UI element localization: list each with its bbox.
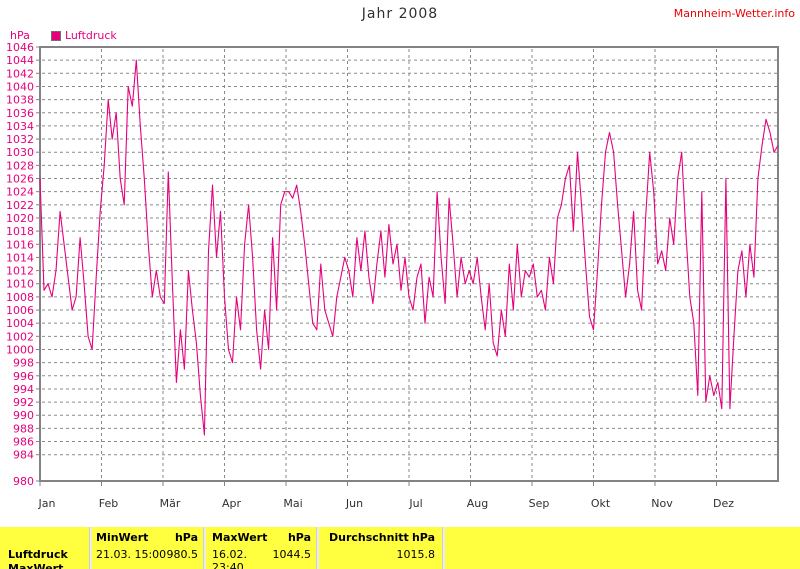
svg-text:1000: 1000	[6, 343, 34, 356]
svg-text:1014: 1014	[6, 251, 34, 264]
footer-durchschnitt-column: Durchschnitt hPa 1015.8	[319, 527, 442, 569]
svg-text:1018: 1018	[6, 225, 34, 238]
footer-divider	[442, 527, 445, 569]
svg-text:1034: 1034	[6, 120, 34, 133]
svg-text:Jul: Jul	[408, 497, 422, 510]
svg-text:Aug: Aug	[467, 497, 488, 510]
maxwert-value: 1044.5	[272, 548, 312, 561]
svg-text:1030: 1030	[6, 146, 34, 159]
svg-text:1010: 1010	[6, 278, 34, 291]
svg-text:Feb: Feb	[99, 497, 118, 510]
maxwert-header: MaxWert	[212, 531, 268, 544]
footer-series-column: Luftdruck MaxWert	[0, 527, 89, 569]
svg-text:1032: 1032	[6, 133, 34, 146]
svg-text:1006: 1006	[6, 304, 34, 317]
y-axis-unit-label: hPa	[10, 29, 30, 42]
legend: Luftdruck	[51, 29, 117, 42]
svg-text:984: 984	[13, 449, 34, 462]
svg-text:Dez: Dez	[713, 497, 734, 510]
svg-text:Apr: Apr	[222, 497, 242, 510]
svg-text:996: 996	[13, 370, 34, 383]
svg-text:1022: 1022	[6, 199, 34, 212]
svg-text:Sep: Sep	[529, 497, 550, 510]
svg-text:1044: 1044	[6, 54, 34, 67]
footer-minwert-column: MinWert hPa 21.03. 15:00 980.5	[92, 527, 203, 569]
durchschnitt-value: 1015.8	[396, 548, 436, 561]
svg-text:Okt: Okt	[591, 497, 611, 510]
footer-divider	[203, 527, 206, 569]
footer-divider	[316, 527, 319, 569]
svg-text:1004: 1004	[6, 317, 34, 330]
legend-series-label: Luftdruck	[65, 29, 117, 42]
durchschnitt-header: Durchschnitt	[329, 531, 409, 544]
svg-text:1016: 1016	[6, 238, 34, 251]
luftdruck-series	[39, 59, 779, 436]
svg-text:Nov: Nov	[651, 497, 673, 510]
svg-text:1024: 1024	[6, 186, 34, 199]
svg-text:1042: 1042	[6, 67, 34, 80]
footer-maxwert-column: MaxWert hPa 16.02. 23:40 1044.5	[206, 527, 316, 569]
svg-text:1046: 1046	[6, 41, 34, 54]
durchschnitt-unit: hPa	[411, 531, 435, 544]
svg-text:994: 994	[13, 383, 34, 396]
svg-text:1038: 1038	[6, 94, 34, 107]
svg-text:1026: 1026	[6, 173, 34, 186]
minwert-unit: hPa	[174, 531, 198, 544]
maxwert-datetime: 16.02. 23:40	[212, 548, 247, 569]
svg-text:1012: 1012	[6, 265, 34, 278]
svg-text:990: 990	[13, 409, 34, 422]
pressure-line-chart: 1046104410421040103810361034103210301028…	[6, 41, 779, 510]
svg-text:1028: 1028	[6, 159, 34, 172]
footer-divider	[89, 527, 92, 569]
svg-text:986: 986	[13, 436, 34, 449]
svg-text:Mai: Mai	[283, 497, 302, 510]
plot-frame	[39, 46, 779, 482]
svg-text:988: 988	[13, 422, 34, 435]
minwert-header: MinWert	[96, 531, 149, 544]
svg-text:980: 980	[13, 475, 34, 488]
svg-text:Mär: Mär	[160, 497, 181, 510]
footer-empty-area	[445, 527, 800, 569]
svg-text:1040: 1040	[6, 80, 34, 93]
legend-swatch-icon	[51, 30, 61, 41]
svg-text:Jan: Jan	[38, 497, 56, 510]
gridlines	[42, 49, 777, 480]
svg-text:992: 992	[13, 396, 34, 409]
footer-partial-next-row-label: MaxWert	[8, 562, 64, 569]
svg-text:Jun: Jun	[345, 497, 363, 510]
page-title: Jahr 2008	[361, 6, 439, 22]
luftdruck-line	[39, 59, 779, 436]
svg-text:1020: 1020	[6, 212, 34, 225]
minwert-datetime: 21.03. 15:00	[96, 548, 167, 561]
svg-text:1002: 1002	[6, 330, 34, 343]
svg-text:1036: 1036	[6, 107, 34, 120]
axis-labels: 1046104410421040103810361034103210301028…	[6, 41, 734, 510]
svg-text:998: 998	[13, 357, 34, 370]
watermark-link[interactable]: Mannheim-Wetter.info	[673, 7, 795, 20]
svg-text:1008: 1008	[6, 291, 34, 304]
footer-series-label: Luftdruck	[8, 548, 68, 561]
minwert-value: 980.5	[166, 548, 199, 561]
maxwert-unit: hPa	[287, 531, 311, 544]
stats-footer: Luftdruck MaxWert MinWert hPa 21.03. 15:…	[0, 527, 800, 569]
